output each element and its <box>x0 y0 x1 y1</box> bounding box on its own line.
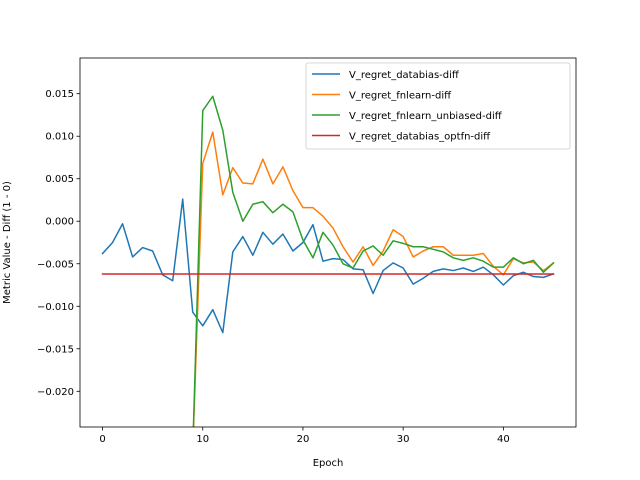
series-line-1 <box>101 198 555 334</box>
legend-entry: V_regret_fnlearn_unbiased-diff <box>349 111 503 122</box>
x-tick-label: 20 <box>297 434 310 445</box>
y-axis: −0.020 −0.015 −0.010 −0.005 0.000 0.005 0.010 0… <box>37 89 80 398</box>
y-tick-label: −0.020 <box>37 387 74 398</box>
x-axis-label: Epoch <box>313 458 344 469</box>
series-line-2 <box>192 131 555 427</box>
x-tick-label: 30 <box>397 434 410 445</box>
x-tick-label: 0 <box>99 434 105 445</box>
legend-entry: V_regret_databias-diff <box>349 70 460 81</box>
legend: V_regret_databias-diff V_regret_fnlearn-d… <box>305 62 571 150</box>
y-tick-label: −0.015 <box>37 344 74 355</box>
y-axis-label: Metric Value - Diff (1 - 0) <box>2 181 13 304</box>
y-tick-label: −0.010 <box>37 302 74 313</box>
y-tick-label: 0.010 <box>45 132 74 143</box>
y-tick-label: 0.015 <box>45 89 74 100</box>
x-tick-label: 40 <box>497 434 510 445</box>
x-tick-label: 10 <box>196 434 209 445</box>
x-axis: 0 10 20 30 40 <box>99 427 510 445</box>
y-tick-label: −0.005 <box>37 259 74 270</box>
legend-entry: V_regret_databias_optfn-diff <box>349 132 491 143</box>
plot-frame <box>79 57 577 428</box>
legend-entry: V_regret_fnlearn-diff <box>349 91 452 102</box>
y-tick-label: 0.005 <box>45 174 74 185</box>
series-line-3 <box>192 95 555 427</box>
y-tick-label: 0.000 <box>45 217 74 228</box>
legend-box <box>305 62 571 150</box>
series-layer <box>101 95 555 427</box>
